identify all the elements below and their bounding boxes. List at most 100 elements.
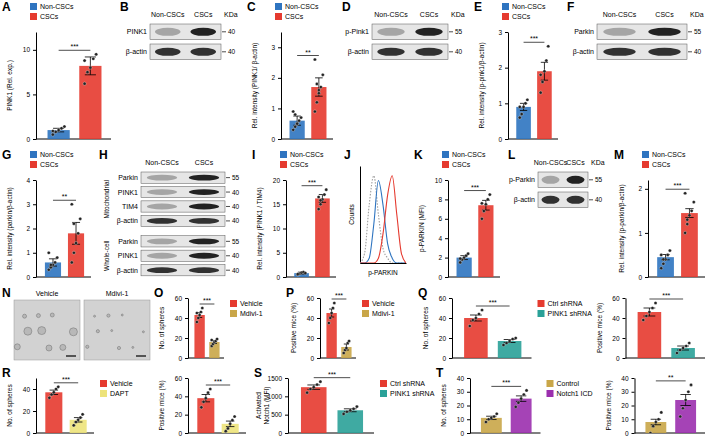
section-label: Mitochondrial — [103, 179, 110, 218]
significance-label: ** — [62, 193, 68, 200]
y-tick-mark — [317, 338, 320, 339]
row-label: β-actin — [126, 48, 147, 56]
significance-label: *** — [203, 297, 211, 304]
significance-label: *** — [308, 179, 316, 186]
y-axis-line — [452, 299, 453, 359]
blot-strip — [141, 250, 225, 261]
marker-label: 55 — [455, 28, 463, 35]
column-label: CSCs — [655, 11, 674, 18]
y-tick: 0 — [26, 136, 36, 143]
point — [347, 339, 350, 342]
y-tick-mark — [623, 358, 626, 359]
blot-band — [147, 267, 177, 273]
significance-label: *** — [489, 299, 497, 306]
y-tick-mark — [33, 204, 36, 205]
row-label: β-actin — [117, 217, 138, 225]
point — [684, 231, 687, 234]
panel-letter: O — [154, 286, 163, 300]
point — [209, 387, 212, 390]
marks — [645, 383, 696, 433]
y-axis: 010203040 — [457, 375, 471, 437]
blot-strip — [141, 186, 225, 197]
significance-label: *** — [502, 379, 510, 386]
sphere — [142, 331, 144, 333]
y-axis: 050010001500 — [268, 375, 289, 437]
y-tick-label: 2 — [438, 254, 442, 261]
panel-S: SCtrl shRNAPINK1 shRNAActivatedNotch1 (M… — [254, 366, 435, 437]
legend-label: PINK1 shRNA — [390, 390, 435, 397]
point — [86, 71, 89, 74]
y-axis: 0246810 — [435, 177, 449, 281]
y-tick: 4 — [438, 235, 448, 242]
point — [642, 318, 645, 321]
row-label: β-actin — [117, 267, 138, 275]
y-axis-line — [648, 181, 649, 278]
bar — [45, 392, 62, 433]
y-axis-line — [626, 299, 627, 359]
y-tick: 20 — [23, 408, 36, 415]
legend-swatch — [100, 390, 107, 397]
x-axis-line — [361, 263, 407, 264]
y-tick-mark — [505, 68, 508, 69]
panel-letter: H — [99, 148, 108, 162]
y-tick-label: 0 — [178, 355, 182, 362]
y-tick-label: 20 — [457, 402, 465, 409]
y-axis-line — [36, 33, 37, 140]
y-tick-mark — [33, 139, 36, 140]
error-bar-cap — [85, 74, 96, 75]
y-tick-mark — [317, 298, 320, 299]
point — [327, 321, 330, 324]
legend-swatch — [30, 151, 37, 158]
y-tick: 2 — [638, 185, 648, 192]
point — [522, 393, 525, 396]
legend-label: PINK1 shRNA — [548, 310, 593, 317]
marks — [48, 53, 102, 139]
point — [517, 401, 520, 404]
legend: Non-CSCsCSCs — [642, 151, 686, 168]
point — [518, 105, 521, 108]
point — [304, 272, 307, 275]
legend-swatch — [230, 310, 237, 317]
point — [292, 128, 295, 131]
point — [466, 252, 469, 255]
y-tick-mark — [645, 189, 648, 190]
y-tick-label: 3 — [498, 29, 502, 36]
point — [201, 306, 204, 309]
y-tick-label: 3 — [271, 44, 275, 51]
point — [51, 133, 54, 136]
panel-O: OVehicleMdivi-1No. of spheres0204060*** — [154, 286, 263, 362]
point — [83, 59, 86, 62]
figure: ANon-CSCsCSCsPINK1 (Rel. exp.)0510***BNo… — [0, 0, 709, 439]
legend-label: Vehicle — [372, 300, 395, 307]
y-tick-label: 60 — [307, 295, 315, 302]
y-tick: 40 — [612, 315, 625, 322]
point — [468, 324, 471, 327]
axis-title-line: Activated — [255, 392, 262, 419]
y-tick: 5 — [276, 249, 286, 256]
image-label: Vehicle — [36, 290, 59, 297]
axis-title: No. of spheres — [6, 384, 14, 427]
point — [199, 310, 202, 313]
section-label: Whole-cell — [103, 240, 110, 271]
y-tick-label: 0 — [438, 274, 442, 281]
y-tick-label: 60 — [175, 295, 183, 302]
point — [72, 222, 75, 225]
panel-letter: Q — [418, 286, 427, 300]
column-label: CSCs — [195, 159, 214, 166]
y-tick: 40 — [621, 375, 634, 382]
significance-label: *** — [62, 376, 70, 383]
y-tick-label: 0 — [278, 430, 282, 437]
point — [514, 336, 517, 339]
y-tick-label: 30 — [621, 388, 629, 395]
marks — [638, 301, 695, 358]
marker-label: 55 — [595, 176, 603, 183]
y-tick: 2 — [438, 254, 448, 261]
blot-strip — [597, 24, 687, 40]
point — [74, 241, 77, 244]
error-bar-cap — [685, 217, 693, 218]
y-tick: 0 — [178, 430, 188, 437]
column-label: Non-CSCs — [603, 11, 637, 18]
error-bar — [315, 78, 323, 96]
y-tick-label: 10 — [23, 46, 31, 53]
point — [459, 261, 462, 264]
